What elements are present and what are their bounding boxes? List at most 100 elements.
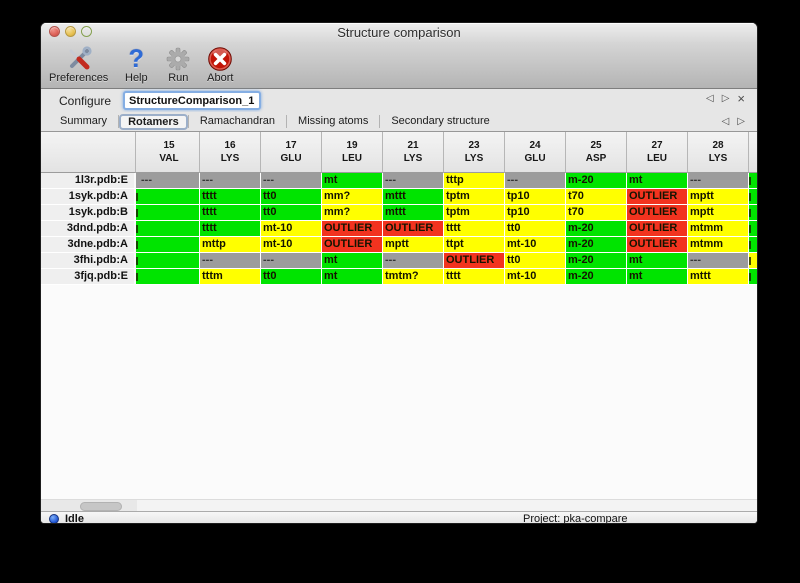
row-header[interactable]: 3fhi.pdb:A: [41, 253, 136, 269]
rotamer-cell[interactable]: mtmm: [688, 237, 749, 253]
column-header-15[interactable]: 15 VAL: [139, 132, 200, 173]
rotamer-cell[interactable]: m-20: [566, 269, 627, 285]
rotamer-cell[interactable]: mptt: [688, 189, 749, 205]
rotamer-cell[interactable]: mt: [627, 269, 688, 285]
rotamer-cell[interactable]: OUTLIER: [383, 221, 444, 237]
rotamer-cell[interactable]: mt-10: [261, 237, 322, 253]
tab-secondary-structure[interactable]: Secondary structure: [391, 115, 490, 127]
column-header-19[interactable]: 19 LEU: [322, 132, 383, 173]
rotamer-cell[interactable]: tt0: [505, 253, 566, 269]
rotamer-cell[interactable]: ---: [688, 173, 749, 189]
rotamer-cell[interactable]: mm?: [322, 205, 383, 221]
rotamer-cell[interactable]: tttt: [444, 269, 505, 285]
row-header[interactable]: 3dne.pdb:A: [41, 237, 136, 253]
tab-missing-atoms[interactable]: Missing atoms: [298, 115, 369, 127]
column-header-17[interactable]: 17 GLU: [261, 132, 322, 173]
rotamer-cell[interactable]: OUTLIER: [627, 205, 688, 221]
rotamer-cell[interactable]: tttt: [200, 205, 261, 221]
configure-name-input[interactable]: [123, 91, 262, 110]
rotamer-cell[interactable]: ---: [261, 173, 322, 189]
rotamer-cell[interactable]: mt: [322, 253, 383, 269]
next-tab-icon[interactable]: ▷: [737, 116, 745, 127]
rotamer-cell[interactable]: [139, 237, 200, 253]
rotamer-cell[interactable]: tttm: [200, 269, 261, 285]
preferences-button[interactable]: Preferences: [49, 45, 108, 84]
rotamer-cell[interactable]: mt-10: [505, 237, 566, 253]
close-configure-icon[interactable]: ×: [737, 91, 745, 106]
column-header-25[interactable]: 25 ASP: [566, 132, 627, 173]
prev-tab-icon[interactable]: ◁: [721, 116, 730, 127]
abort-button[interactable]: Abort: [206, 45, 234, 84]
rotamer-cell[interactable]: ---: [200, 173, 261, 189]
rotamer-cell[interactable]: [139, 253, 200, 269]
rotamer-cell[interactable]: tt0: [261, 189, 322, 205]
rotamer-cell[interactable]: mtmm: [688, 221, 749, 237]
rotamer-cell[interactable]: OUTLIER: [322, 237, 383, 253]
rotamer-cell[interactable]: tt0: [505, 221, 566, 237]
rotamer-cell[interactable]: ---: [688, 253, 749, 269]
column-header-27[interactable]: 27 LEU: [627, 132, 688, 173]
rotamer-cell[interactable]: mttt: [688, 269, 749, 285]
rotamer-cell[interactable]: tttp: [444, 173, 505, 189]
rotamer-cell[interactable]: OUTLIER: [627, 189, 688, 205]
rotamer-cell[interactable]: tptm: [444, 205, 505, 221]
rotamer-cell[interactable]: ---: [261, 253, 322, 269]
title-bar[interactable]: Structure comparison: [41, 23, 757, 42]
rotamer-cell[interactable]: m-20: [566, 173, 627, 189]
rotamer-cell[interactable]: mt: [627, 173, 688, 189]
rotamer-cell[interactable]: mttt: [383, 205, 444, 221]
rotamer-cell[interactable]: tmtm?: [383, 269, 444, 285]
rotamer-cell[interactable]: mt: [627, 253, 688, 269]
rotamer-cell[interactable]: m-20: [566, 253, 627, 269]
rotamer-cell[interactable]: tp10: [505, 205, 566, 221]
rotamer-cell[interactable]: mttt: [383, 189, 444, 205]
tab-rotamers[interactable]: Rotamers: [119, 113, 188, 130]
horizontal-scrollbar[interactable]: [41, 499, 757, 511]
zoom-window-button[interactable]: [81, 26, 92, 37]
rotamer-cell[interactable]: mptt: [383, 237, 444, 253]
row-header[interactable]: 1syk.pdb:A: [41, 189, 136, 205]
rotamer-cell[interactable]: OUTLIER: [627, 237, 688, 253]
rotamer-cell[interactable]: tptm: [444, 189, 505, 205]
rotamer-cell[interactable]: mttp: [200, 237, 261, 253]
rotamer-cell[interactable]: mt: [322, 173, 383, 189]
rotamer-cell[interactable]: [139, 205, 200, 221]
rotamer-cell[interactable]: t70: [566, 189, 627, 205]
rotamer-cell[interactable]: ---: [505, 173, 566, 189]
rotamer-cell[interactable]: mptt: [688, 205, 749, 221]
rotamer-cell[interactable]: ---: [200, 253, 261, 269]
rotamer-cell[interactable]: mm?: [322, 189, 383, 205]
rotamer-cell[interactable]: m-20: [566, 221, 627, 237]
rotamer-cell[interactable]: mt-10: [505, 269, 566, 285]
scrollbar-thumb[interactable]: [80, 502, 122, 511]
rotamer-cell[interactable]: [139, 221, 200, 237]
column-header-16[interactable]: 16 LYS: [200, 132, 261, 173]
help-button[interactable]: ? Help: [122, 45, 150, 85]
rotamer-cell[interactable]: OUTLIER: [444, 253, 505, 269]
run-button[interactable]: Run: [164, 45, 192, 84]
column-header-23[interactable]: 23 LYS: [444, 132, 505, 173]
rotamer-cell[interactable]: tt0: [261, 205, 322, 221]
row-header[interactable]: 3fjq.pdb:E: [41, 269, 136, 285]
rotamer-cell[interactable]: ---: [383, 253, 444, 269]
rotamer-cell[interactable]: [139, 189, 200, 205]
rotamer-cell[interactable]: OUTLIER: [627, 221, 688, 237]
close-window-button[interactable]: [49, 26, 60, 37]
next-configure-icon[interactable]: ▷: [721, 93, 730, 104]
tab-ramachandran[interactable]: Ramachandran: [199, 115, 276, 127]
rotamer-cell[interactable]: t70: [566, 205, 627, 221]
column-header-28[interactable]: 28 LYS: [688, 132, 749, 173]
rotamer-cell[interactable]: [139, 269, 200, 285]
rotamer-cell[interactable]: tp10: [505, 189, 566, 205]
rotamer-cell[interactable]: tttt: [200, 221, 261, 237]
minimize-window-button[interactable]: [65, 26, 76, 37]
rotamer-cell[interactable]: tttt: [200, 189, 261, 205]
column-header-21[interactable]: 21 LYS: [383, 132, 444, 173]
prev-configure-icon[interactable]: ◁: [706, 93, 714, 104]
row-header[interactable]: 1l3r.pdb:E: [41, 173, 136, 189]
row-header[interactable]: 3dnd.pdb:A: [41, 221, 136, 237]
column-header-24[interactable]: 24 GLU: [505, 132, 566, 173]
rotamer-cell[interactable]: tt0: [261, 269, 322, 285]
rotamer-cell[interactable]: OUTLIER: [322, 221, 383, 237]
tab-summary[interactable]: Summary: [60, 115, 108, 127]
